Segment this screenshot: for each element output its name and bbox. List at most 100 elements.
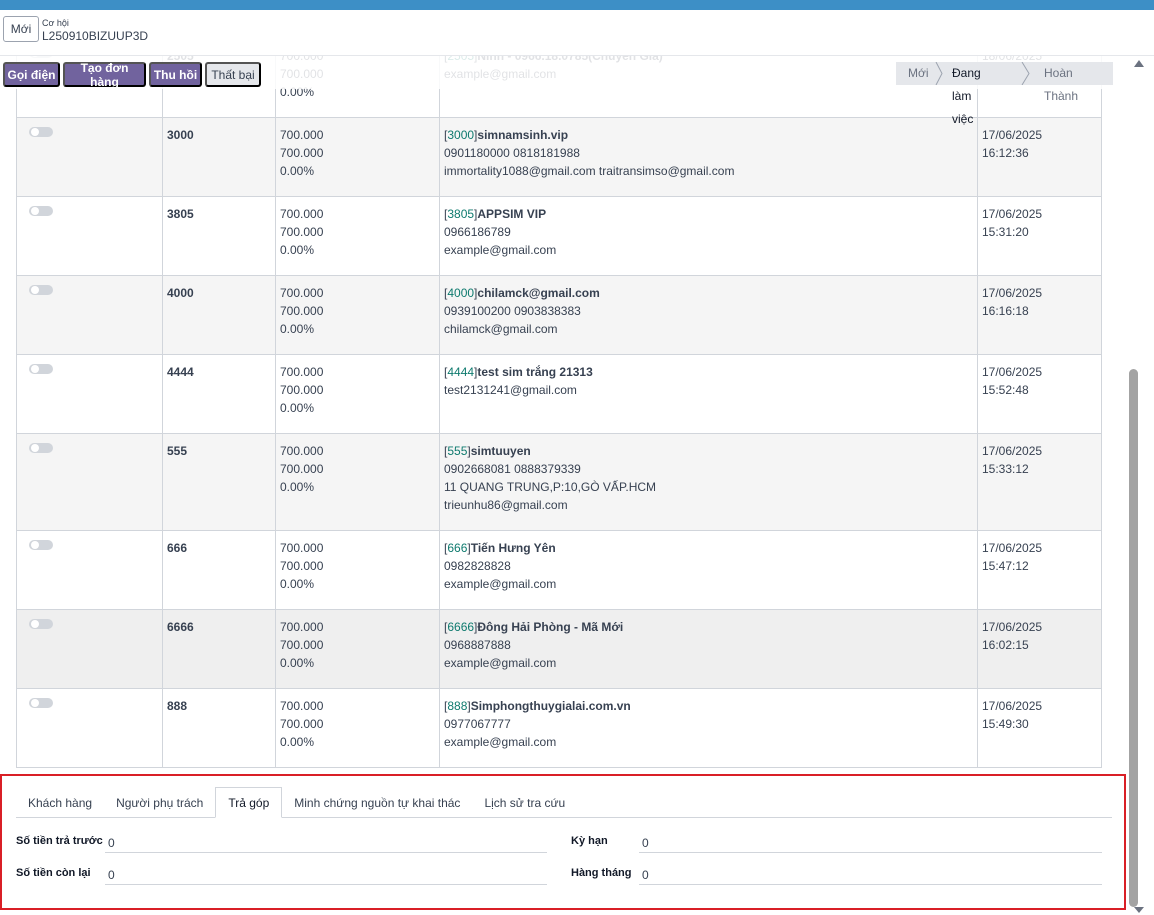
- prepaid-field[interactable]: 0: [105, 833, 547, 853]
- supplier-name: APPSIM VIP: [477, 207, 547, 221]
- tab-owner[interactable]: Người phụ trách: [116, 795, 204, 810]
- sim-code: 4444: [163, 355, 276, 433]
- table-row[interactable]: 666 700.000 700.000 0.00% [666]Tiến Hưng Yên…: [17, 531, 1101, 610]
- supplier-id[interactable]: 4444: [447, 365, 475, 379]
- record-header: Mới Cơ hội L250910BIZUUP3D: [0, 10, 1154, 56]
- new-button[interactable]: Mới: [3, 16, 39, 42]
- table-row[interactable]: 888 700.000 700.000 0.00% [888]Simphongthuyg…: [17, 689, 1101, 768]
- row-date: 17/06/2025: [982, 620, 1043, 634]
- supplier-title: [4444]test sim trắng 21313: [444, 365, 593, 379]
- toggle-switch[interactable]: [29, 206, 53, 216]
- price-cell: 700.000 700.000 0.00%: [276, 434, 440, 530]
- supplier-title: [3000]simnamsinh.vip: [444, 128, 569, 142]
- price-line: 700.000: [280, 146, 324, 160]
- stage-done[interactable]: Hoàn Thành: [1044, 66, 1079, 103]
- scroll-up-icon[interactable]: [1134, 60, 1144, 67]
- record-type-label: Cơ hội: [42, 18, 69, 28]
- remaining-field[interactable]: 0: [105, 865, 547, 885]
- table-row[interactable]: 4444 700.000 700.000 0.00% [4444]test sim tr…: [17, 355, 1101, 434]
- row-toggle-cell: [17, 610, 163, 688]
- supplier-id[interactable]: 6666: [447, 620, 475, 634]
- row-time: 15:49:30: [982, 717, 1029, 731]
- supplier-name: test sim trắng 21313: [477, 365, 593, 379]
- row-date: 17/06/2025: [982, 207, 1043, 221]
- record-id: L250910BIZUUP3D: [42, 29, 149, 43]
- row-date: 17/06/2025: [982, 286, 1043, 300]
- table-row[interactable]: 3000 700.000 700.000 0.00% [3000]simnamsinh.…: [17, 118, 1101, 197]
- stage-new[interactable]: Mới: [908, 66, 929, 80]
- supplier-id[interactable]: 3805: [447, 207, 475, 221]
- price-line: 0.00%: [280, 322, 315, 336]
- sim-code: 6666: [163, 610, 276, 688]
- supplier-id[interactable]: 4000: [447, 286, 475, 300]
- supplier-detail: 0968887888: [444, 638, 511, 652]
- tab-customer[interactable]: Khách hàng: [28, 795, 93, 810]
- vertical-scrollbar[interactable]: [1126, 56, 1154, 915]
- toggle-switch[interactable]: [29, 364, 53, 374]
- stage-arrows: [896, 62, 1113, 85]
- tab-installment[interactable]: Trả góp: [215, 787, 283, 818]
- price-line: 700.000: [280, 304, 324, 318]
- supplier-name: Simphongthuygialai.com.vn: [470, 699, 631, 713]
- toggle-switch[interactable]: [29, 127, 53, 137]
- price-line: 700.000: [280, 559, 324, 573]
- date-cell: 17/06/2025 15:33:12: [978, 434, 1101, 530]
- call-button[interactable]: Gọi điện: [3, 62, 60, 87]
- supplier-name: Tiến Hưng Yên: [470, 541, 556, 555]
- sim-code: 3805: [163, 197, 276, 275]
- notebook-panel: Khách hàng Người phụ trách Trả góp Minh …: [0, 774, 1126, 915]
- row-toggle-cell: [17, 531, 163, 609]
- create-order-button[interactable]: Tạo đơn hàng: [63, 61, 146, 89]
- tab-lookup-history[interactable]: Lịch sử tra cứu: [484, 795, 566, 810]
- supplier-detail: example@gmail.com: [444, 577, 557, 591]
- action-bar: Gọi điện Tạo đơn hàng Thu hồi Thất bại M…: [0, 56, 1126, 126]
- table-row[interactable]: 4000 700.000 700.000 0.00% [4000]chilamck@gm…: [17, 276, 1101, 355]
- supplier-detail: trieunhu86@gmail.com: [444, 498, 568, 512]
- supplier-id[interactable]: 555: [447, 444, 468, 458]
- supplier-name: simtuuyen: [470, 444, 531, 458]
- price-line: 0.00%: [280, 243, 315, 257]
- scrollbar-thumb[interactable]: [1129, 369, 1138, 907]
- highlight-box: [0, 774, 1126, 910]
- supplier-title: [6666]Đông Hải Phòng - Mã Mới: [444, 620, 624, 634]
- supplier-id[interactable]: 888: [447, 699, 468, 713]
- top-color-bar: [0, 0, 1154, 10]
- monthly-field[interactable]: 0: [639, 865, 1102, 885]
- row-toggle-cell: [17, 355, 163, 433]
- toggle-switch[interactable]: [29, 540, 53, 550]
- price-line: 700.000: [280, 620, 324, 634]
- supplier-info-cell: [6666]Đông Hải Phòng - Mã Mới 0968887888 e…: [440, 610, 978, 688]
- supplier-id[interactable]: 3000: [447, 128, 475, 142]
- recall-button[interactable]: Thu hồi: [149, 62, 202, 87]
- table-row[interactable]: 3805 700.000 700.000 0.00% [3805]APPSIM VIP 0…: [17, 197, 1101, 276]
- price-line: 700.000: [280, 207, 324, 221]
- supplier-detail: immortality1088@gmail.com traitransimso@…: [444, 164, 735, 178]
- toggle-switch[interactable]: [29, 619, 53, 629]
- price-line: 0.00%: [280, 164, 315, 178]
- date-cell: 17/06/2025 16:02:15: [978, 610, 1101, 688]
- toggle-switch[interactable]: [29, 698, 53, 708]
- toggle-switch[interactable]: [29, 285, 53, 295]
- date-cell: 17/06/2025 15:49:30: [978, 689, 1101, 767]
- fail-button[interactable]: Thất bại: [205, 62, 261, 87]
- price-cell: 700.000 700.000 0.00%: [276, 610, 440, 688]
- tab-source-evidence[interactable]: Minh chứng nguồn tự khai thác: [294, 795, 461, 810]
- code-text: 3000: [167, 128, 194, 142]
- price-line: 700.000: [280, 225, 324, 239]
- scroll-down-icon[interactable]: [1134, 907, 1144, 913]
- price-line: 0.00%: [280, 401, 315, 415]
- term-field[interactable]: 0: [639, 833, 1102, 853]
- date-cell: 17/06/2025 16:16:18: [978, 276, 1101, 354]
- row-time: 16:02:15: [982, 638, 1029, 652]
- supplier-title: [3805]APPSIM VIP: [444, 207, 547, 221]
- toggle-switch[interactable]: [29, 443, 53, 453]
- table-row[interactable]: 6666 700.000 700.000 0.00% [6666]Đông Hải Ph…: [17, 610, 1101, 689]
- stage-working[interactable]: Đang làm việc: [952, 66, 981, 126]
- price-line: 0.00%: [280, 480, 315, 494]
- supplier-title: [555]simtuuyen: [444, 444, 531, 458]
- code-text: 4444: [167, 365, 194, 379]
- supplier-id[interactable]: 666: [447, 541, 468, 555]
- table-row[interactable]: 555 700.000 700.000 0.00% [555]simtuuyen 0902…: [17, 434, 1101, 531]
